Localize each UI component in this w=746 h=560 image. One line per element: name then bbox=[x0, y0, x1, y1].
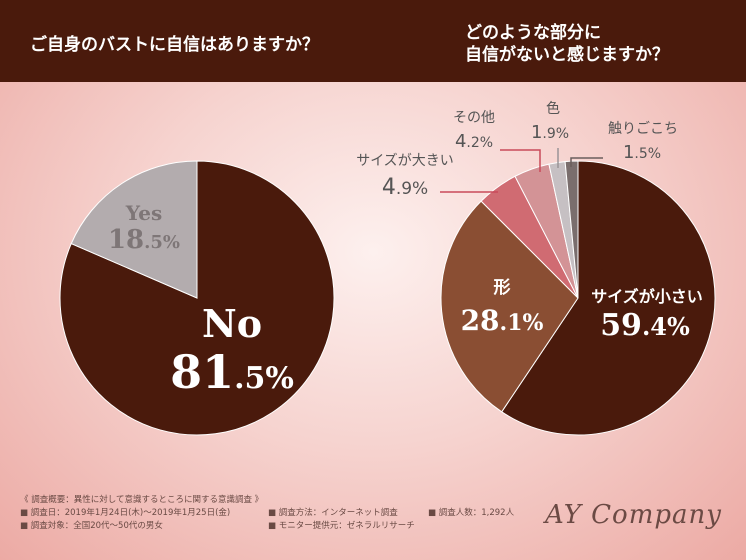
pie2-touch-value-int: 1 bbox=[623, 142, 634, 163]
survey-panel: ■ モニター提供元：ゼネラルリサーチ bbox=[268, 521, 415, 531]
pie1-slice-1 bbox=[70, 160, 198, 299]
pie1-no-value: 81.5% bbox=[170, 345, 294, 399]
pie2-color-value-dec: .9% bbox=[542, 126, 569, 142]
pie2-shape-value: 28.1% bbox=[461, 304, 544, 337]
pie1-no-name: No bbox=[202, 301, 262, 346]
pie2-touch-value-dec: .5% bbox=[634, 146, 661, 162]
leader-line-other bbox=[500, 149, 541, 172]
survey-row-1: ■ 調査日：2019年1月24日(木)～2019年1月25日(金) ■ 調査方法：… bbox=[20, 507, 514, 520]
pie2-shape-value-dec: .1% bbox=[500, 310, 544, 336]
pie2-large-value-dec: .9% bbox=[396, 179, 428, 199]
pie1-no-value-int: 81 bbox=[170, 345, 234, 399]
question-2-title: どのような部分に 自信がないと感じますか？ bbox=[465, 22, 669, 66]
pie2-touch-name: 触りごこち bbox=[608, 121, 678, 137]
pie2-touch-value: 1.5% bbox=[623, 142, 661, 163]
pie2-small-value-dec: .4% bbox=[642, 312, 690, 341]
pie1-no-value-dec: .5% bbox=[234, 361, 294, 396]
brand-logo: AY Company bbox=[545, 500, 722, 530]
survey-method: ■ 調査方法：インターネット調査 bbox=[268, 508, 398, 518]
pie2-other-value-int: 4 bbox=[455, 131, 466, 152]
pie2-slice-0 bbox=[501, 160, 716, 436]
pie2-shape-value-int: 28 bbox=[461, 304, 500, 337]
leader-line-touch bbox=[570, 157, 603, 167]
pie2-large-value: 4.9% bbox=[382, 175, 428, 200]
pie2-color-value: 1.9% bbox=[531, 122, 569, 143]
pie2-shape-name: 形 bbox=[494, 277, 511, 298]
pie2-small-value-int: 59 bbox=[600, 308, 642, 343]
pie2-other-value-dec: .2% bbox=[466, 135, 493, 151]
pie2-large-name: サイズが大きい bbox=[356, 153, 454, 169]
pie1-yes-value: 18.5% bbox=[108, 225, 180, 255]
pie2-color-value-int: 1 bbox=[531, 122, 542, 143]
question-2-line-1: どのような部分に bbox=[465, 23, 601, 43]
survey-target: ■ 調査対象：全国20代～50代の男女 bbox=[20, 521, 163, 531]
survey-count: ■ 調査人数：1,292人 bbox=[428, 508, 515, 518]
pie2-other-value: 4.2% bbox=[455, 131, 493, 152]
pie2-large-value-int: 4 bbox=[382, 175, 396, 200]
survey-row-2: ■ 調査対象：全国20代～50代の男女 ■ モニター提供元：ゼネラルリサーチ bbox=[20, 520, 514, 533]
pie2-color-name: 色 bbox=[546, 100, 560, 117]
pie-chart-confidence bbox=[59, 160, 335, 436]
pie2-slice-1 bbox=[440, 200, 579, 413]
pie1-yes-value-dec: .5% bbox=[144, 232, 180, 253]
survey-footer: 《 調査概要：異性に対して意識するところに関する意識調査 》 ■ 調査日：201… bbox=[20, 494, 514, 533]
pie1-yes-name: Yes bbox=[125, 201, 163, 225]
pie2-small-name: サイズが小さい bbox=[591, 287, 703, 306]
question-2-line-2: 自信がないと感じますか？ bbox=[465, 45, 669, 65]
survey-date: ■ 調査日：2019年1月24日(木)～2019年1月25日(金) bbox=[20, 508, 231, 518]
pie2-other-name: その他 bbox=[453, 110, 495, 126]
pie1-yes-value-int: 18 bbox=[108, 225, 144, 255]
header-bar bbox=[0, 0, 746, 82]
survey-summary: 《 調査概要：異性に対して意識するところに関する意識調査 》 bbox=[20, 495, 264, 505]
question-1-title: ご自身のバストに自信はありますか？ bbox=[30, 35, 319, 55]
pie-chart-concerns bbox=[440, 160, 716, 436]
leader-lines bbox=[440, 148, 603, 193]
pie2-small-value: 59.4% bbox=[600, 308, 690, 343]
